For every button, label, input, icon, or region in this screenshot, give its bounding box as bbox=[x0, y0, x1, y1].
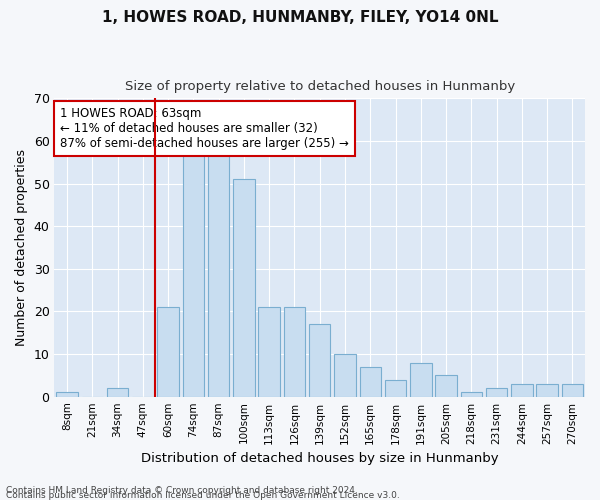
Bar bbox=[233, 180, 254, 396]
Y-axis label: Number of detached properties: Number of detached properties bbox=[15, 149, 28, 346]
Bar bbox=[157, 307, 179, 396]
Bar bbox=[385, 380, 406, 396]
Bar bbox=[359, 367, 381, 396]
Text: Contains public sector information licensed under the Open Government Licence v3: Contains public sector information licen… bbox=[6, 491, 400, 500]
Bar bbox=[259, 307, 280, 396]
Bar bbox=[208, 150, 229, 396]
X-axis label: Distribution of detached houses by size in Hunmanby: Distribution of detached houses by size … bbox=[141, 452, 499, 465]
Text: 1, HOWES ROAD, HUNMANBY, FILEY, YO14 0NL: 1, HOWES ROAD, HUNMANBY, FILEY, YO14 0NL bbox=[102, 10, 498, 25]
Bar bbox=[284, 307, 305, 396]
Bar bbox=[334, 354, 356, 397]
Bar bbox=[182, 154, 204, 396]
Bar bbox=[435, 376, 457, 396]
Bar bbox=[56, 392, 78, 396]
Bar bbox=[511, 384, 533, 396]
Title: Size of property relative to detached houses in Hunmanby: Size of property relative to detached ho… bbox=[125, 80, 515, 93]
Bar bbox=[562, 384, 583, 396]
Bar bbox=[536, 384, 558, 396]
Bar bbox=[486, 388, 508, 396]
Bar bbox=[309, 324, 331, 396]
Bar bbox=[461, 392, 482, 396]
Text: 1 HOWES ROAD: 63sqm
← 11% of detached houses are smaller (32)
87% of semi-detach: 1 HOWES ROAD: 63sqm ← 11% of detached ho… bbox=[60, 108, 349, 150]
Text: Contains HM Land Registry data © Crown copyright and database right 2024.: Contains HM Land Registry data © Crown c… bbox=[6, 486, 358, 495]
Bar bbox=[107, 388, 128, 396]
Bar bbox=[410, 362, 431, 396]
